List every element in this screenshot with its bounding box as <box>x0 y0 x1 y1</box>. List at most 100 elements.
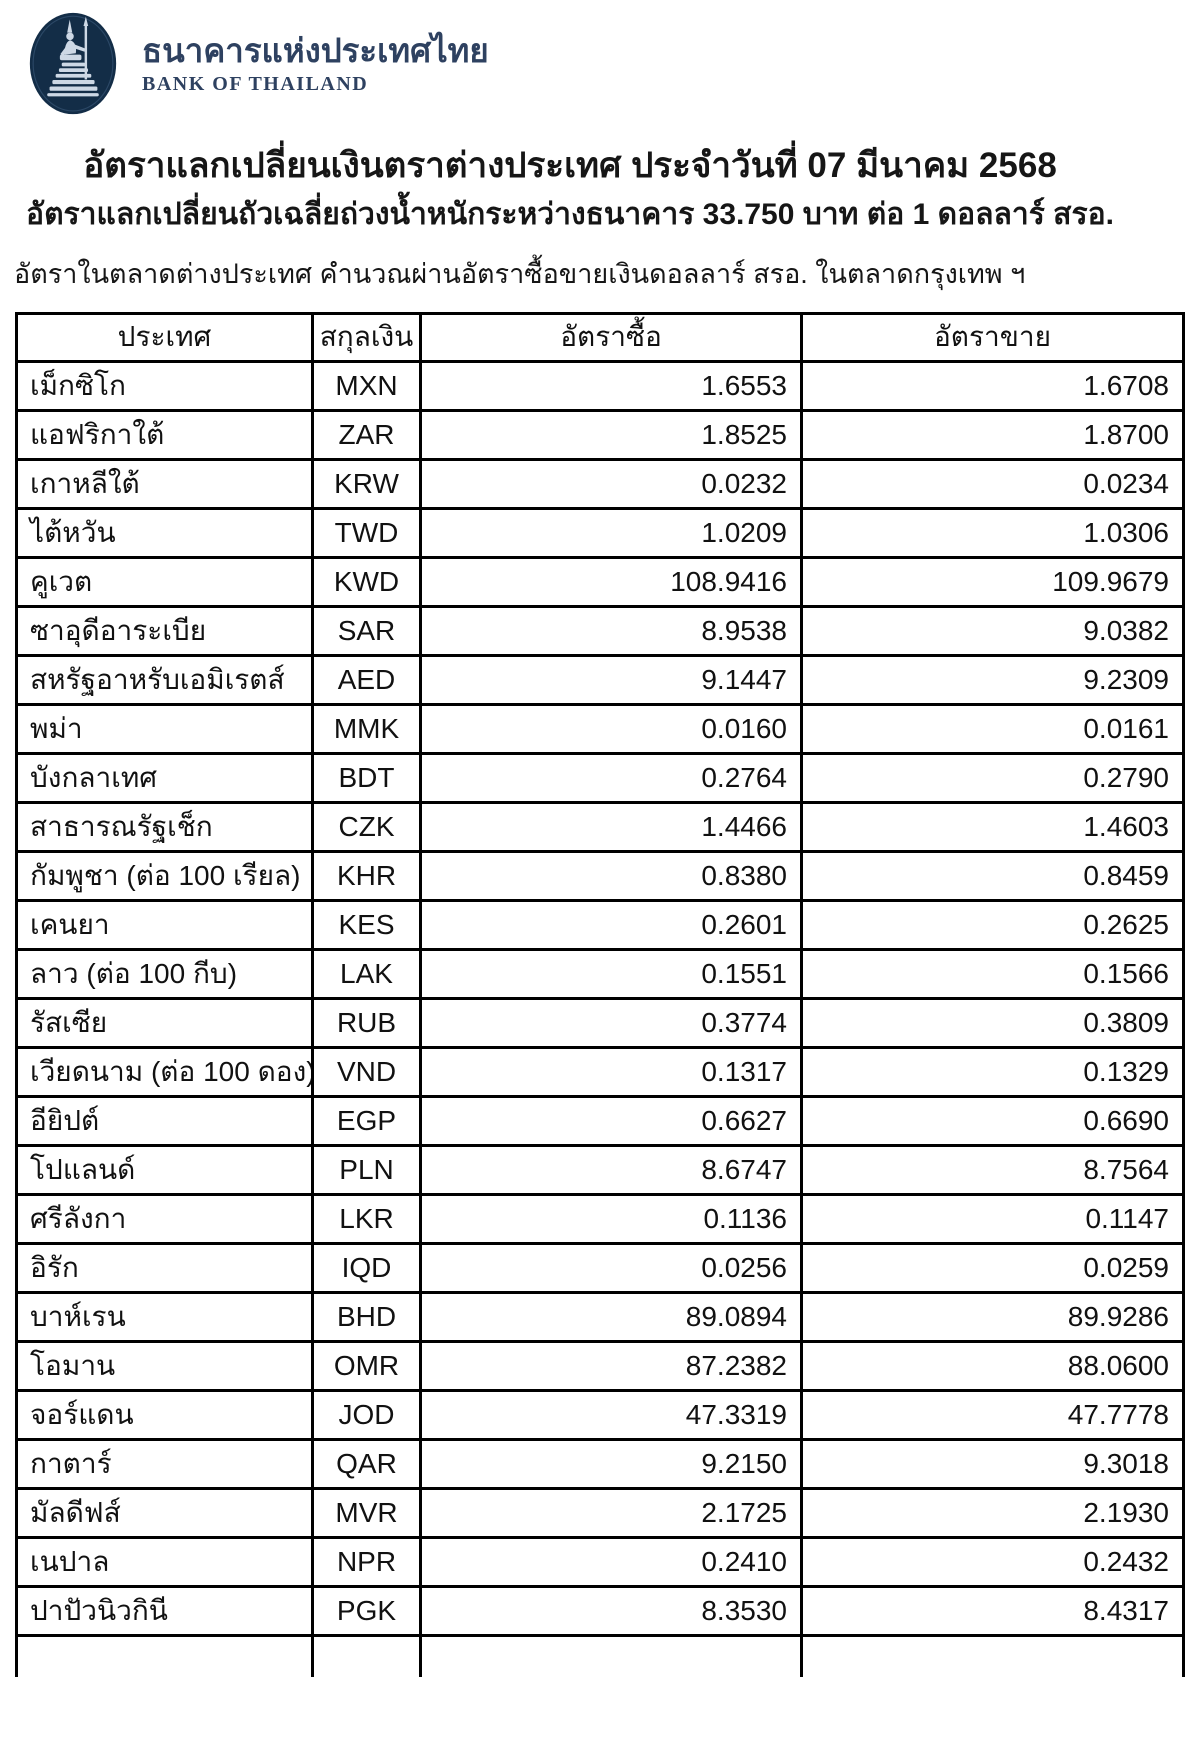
country-cell: ปาปัวนิวกินี <box>15 1584 314 1637</box>
country-cell: สหรัฐอาหรับเอมิเรตส์ <box>15 653 314 706</box>
currency-code-cell: CZK <box>311 800 422 853</box>
table-row: รัสเซีย RUB 0.3774 0.3809 <box>15 996 1185 1049</box>
currency-code-cell: MVR <box>311 1486 422 1539</box>
country-cell: จอร์แดน <box>15 1388 314 1441</box>
buy-rate-cell: 1.8525 <box>419 408 803 461</box>
country-cell: รัสเซีย <box>15 996 314 1049</box>
country-cell: อิรัก <box>15 1241 314 1294</box>
table-row-cutoff <box>15 1633 1185 1678</box>
currency-code-cell: SAR <box>311 604 422 657</box>
market-note: อัตราในตลาดต่างประเทศ คำนวณผ่านอัตราซื้อ… <box>14 258 1026 289</box>
table-row: กาตาร์ QAR 9.2150 9.3018 <box>15 1437 1185 1490</box>
currency-code-cell: BHD <box>311 1290 422 1343</box>
table-row: โอมาน OMR 87.2382 88.0600 <box>15 1339 1185 1392</box>
country-cell: พม่า <box>15 702 314 755</box>
buy-rate-cell: 1.0209 <box>419 506 803 559</box>
country-cell: โอมาน <box>15 1339 314 1392</box>
currency-code-cell: RUB <box>311 996 422 1049</box>
buy-rate-cell: 89.0894 <box>419 1290 803 1343</box>
table-row: ปาปัวนิวกินี PGK 8.3530 8.4317 <box>15 1584 1185 1637</box>
currency-code-cell: KWD <box>311 555 422 608</box>
country-cell: สาธารณรัฐเช็ก <box>15 800 314 853</box>
sell-rate-cell: 1.8700 <box>800 408 1185 461</box>
country-cell: กาตาร์ <box>15 1437 314 1490</box>
country-cell: เนปาล <box>15 1535 314 1588</box>
column-header-buy-rate: อัตราซื้อ <box>419 311 803 363</box>
column-header-currency: สกุลเงิน <box>311 311 422 363</box>
org-name-english: BANK OF THAILAND <box>142 72 369 95</box>
currency-code-cell: PGK <box>311 1584 422 1637</box>
sell-rate-cell: 0.1147 <box>800 1192 1185 1245</box>
currency-code-cell: QAR <box>311 1437 422 1490</box>
buy-rate-cell: 0.0160 <box>419 702 803 755</box>
buy-rate-cell: 0.6627 <box>419 1094 803 1147</box>
table-row: บาห์เรน BHD 89.0894 89.9286 <box>15 1290 1185 1343</box>
buy-rate-cell: 87.2382 <box>419 1339 803 1392</box>
sell-rate-cell: 8.4317 <box>800 1584 1185 1637</box>
country-cell: ศรีลังกา <box>15 1192 314 1245</box>
buy-rate-cell: 9.2150 <box>419 1437 803 1490</box>
buy-rate-cell: 0.8380 <box>419 849 803 902</box>
buy-rate-cell: 0.2410 <box>419 1535 803 1588</box>
buy-rate-cell: 108.9416 <box>419 555 803 608</box>
currency-code-cell: KES <box>311 898 422 951</box>
table-body-overflow <box>15 1633 1185 1678</box>
sell-rate-cell: 9.0382 <box>800 604 1185 657</box>
sell-rate-cell: 47.7778 <box>800 1388 1185 1441</box>
sell-rate-cell: 0.2790 <box>800 751 1185 804</box>
sell-rate-cell: 0.6690 <box>800 1094 1185 1147</box>
country-cell: บังกลาเทศ <box>15 751 314 804</box>
buy-rate-cell: 8.6747 <box>419 1143 803 1196</box>
sell-rate-cell: 0.1329 <box>800 1045 1185 1098</box>
sell-rate-cell: 1.4603 <box>800 800 1185 853</box>
country-cell: คูเวต <box>15 555 314 608</box>
sell-rate-cell: 0.2625 <box>800 898 1185 951</box>
country-cell: บาห์เรน <box>15 1290 314 1343</box>
sell-rate-cell: 2.1930 <box>800 1486 1185 1539</box>
sell-rate-cell: 0.0161 <box>800 702 1185 755</box>
currency-code-cell: NPR <box>311 1535 422 1588</box>
country-cell: เคนยา <box>15 898 314 951</box>
table-row: โปแลนด์ PLN 8.6747 8.7564 <box>15 1143 1185 1196</box>
sell-rate-cell: 0.0259 <box>800 1241 1185 1294</box>
table-row: ไต้หวัน TWD 1.0209 1.0306 <box>15 506 1185 559</box>
buy-rate-cell: 0.2764 <box>419 751 803 804</box>
bank-of-thailand-logo-icon <box>26 11 120 117</box>
currency-code-cell: LKR <box>311 1192 422 1245</box>
brand-header: ธนาคารแห่งประเทศไทย BANK OF THAILAND <box>0 0 1200 118</box>
country-cell: ลาว (ต่อ 100 กีบ) <box>15 947 314 1000</box>
sell-rate-cell: 9.3018 <box>800 1437 1185 1490</box>
exchange-rates-table: ประเทศ สกุลเงิน อัตราซื้อ อัตราขาย เม็กซ… <box>15 311 1185 1678</box>
table-row: อิรัก IQD 0.0256 0.0259 <box>15 1241 1185 1294</box>
buy-rate-cell: 0.0232 <box>419 457 803 510</box>
country-cell: กัมพูชา (ต่อ 100 เรียล) <box>15 849 314 902</box>
currency-code-cell: LAK <box>311 947 422 1000</box>
column-header-sell-rate: อัตราขาย <box>800 311 1185 363</box>
currency-code-cell: KHR <box>311 849 422 902</box>
buy-rate-cell: 0.3774 <box>419 996 803 1049</box>
sell-rate-cell: 89.9286 <box>800 1290 1185 1343</box>
buy-rate-cell: 8.9538 <box>419 604 803 657</box>
table-row: แอฟริกาใต้ ZAR 1.8525 1.8700 <box>15 408 1185 461</box>
table-row: ศรีลังกา LKR 0.1136 0.1147 <box>15 1192 1185 1245</box>
currency-code-cell: BDT <box>311 751 422 804</box>
sell-rate-cell: 0.8459 <box>800 849 1185 902</box>
currency-code-cell: VND <box>311 1045 422 1098</box>
country-cell: เกาหลีใต้ <box>15 457 314 510</box>
table-row: เม็กซิโก MXN 1.6553 1.6708 <box>15 359 1185 412</box>
page-title: อัตราแลกเปลี่ยนเงินตราต่างประเทศ ประจำวั… <box>83 146 1057 185</box>
table-row: เกาหลีใต้ KRW 0.0232 0.0234 <box>15 457 1185 510</box>
currency-code-cell: MMK <box>311 702 422 755</box>
sell-rate-cell: 109.9679 <box>800 555 1185 608</box>
buy-rate-cell: 0.1551 <box>419 947 803 1000</box>
table-row: พม่า MMK 0.0160 0.0161 <box>15 702 1185 755</box>
buy-rate-cell: 1.4466 <box>419 800 803 853</box>
currency-code-cell: EGP <box>311 1094 422 1147</box>
table-row: บังกลาเทศ BDT 0.2764 0.2790 <box>15 751 1185 804</box>
sell-rate-cell: 88.0600 <box>800 1339 1185 1392</box>
sell-rate-cell: 1.6708 <box>800 359 1185 412</box>
currency-code-cell: ZAR <box>311 408 422 461</box>
sell-rate-cell: 0.1566 <box>800 947 1185 1000</box>
country-cell: อียิปต์ <box>15 1094 314 1147</box>
